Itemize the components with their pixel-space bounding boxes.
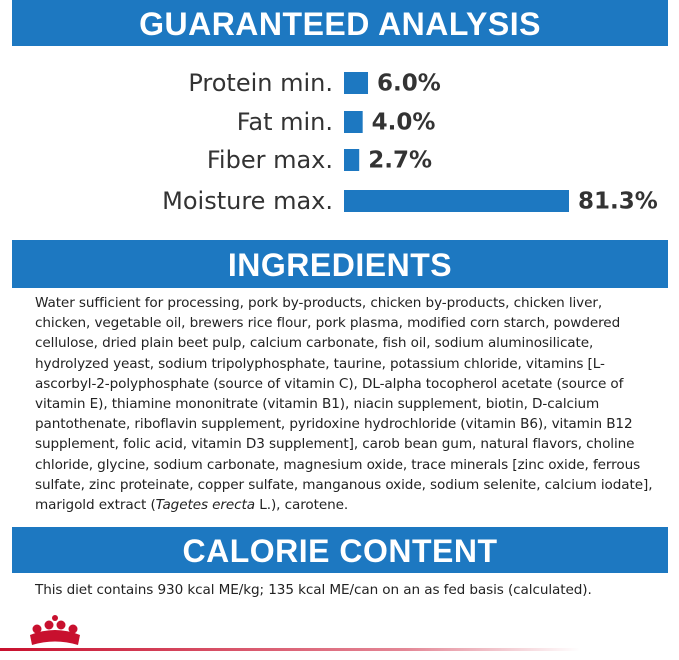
crown-icon bbox=[30, 615, 80, 645]
calorie-text: This diet contains 930 kcal ME/kg; 135 k… bbox=[35, 582, 592, 598]
value-label: 2.7% bbox=[368, 148, 432, 174]
category-label: Moisture max. bbox=[162, 187, 333, 215]
ingredients-text: Water sufficient for processing, pork by… bbox=[35, 293, 657, 515]
category-label: Protein min. bbox=[188, 69, 333, 97]
analysis-chart: Protein min. 6.0% Fat min. 4.0% Fiber max. 2.… bbox=[162, 69, 658, 215]
footer-line bbox=[0, 648, 580, 651]
section-header: CALORIE CONTENT bbox=[12, 527, 668, 573]
bar bbox=[344, 72, 369, 94]
text: L.), carotene. bbox=[255, 497, 349, 514]
bar bbox=[344, 190, 569, 212]
bar bbox=[344, 149, 360, 171]
category-label: Fat min. bbox=[237, 108, 333, 136]
footer-logo bbox=[0, 615, 580, 651]
section-header: INGREDIENTS bbox=[12, 240, 668, 288]
section-header: GUARANTEED ANALYSIS bbox=[12, 0, 668, 46]
value-label: 4.0% bbox=[372, 110, 436, 136]
value-label: 6.0% bbox=[377, 71, 441, 97]
italic-text: Tagetes erecta bbox=[155, 497, 256, 514]
value-label: 81.3% bbox=[578, 189, 658, 215]
bar bbox=[344, 111, 363, 133]
category-label: Fiber max. bbox=[207, 146, 333, 174]
text: Water sufficient for processing, pork by… bbox=[35, 295, 653, 514]
